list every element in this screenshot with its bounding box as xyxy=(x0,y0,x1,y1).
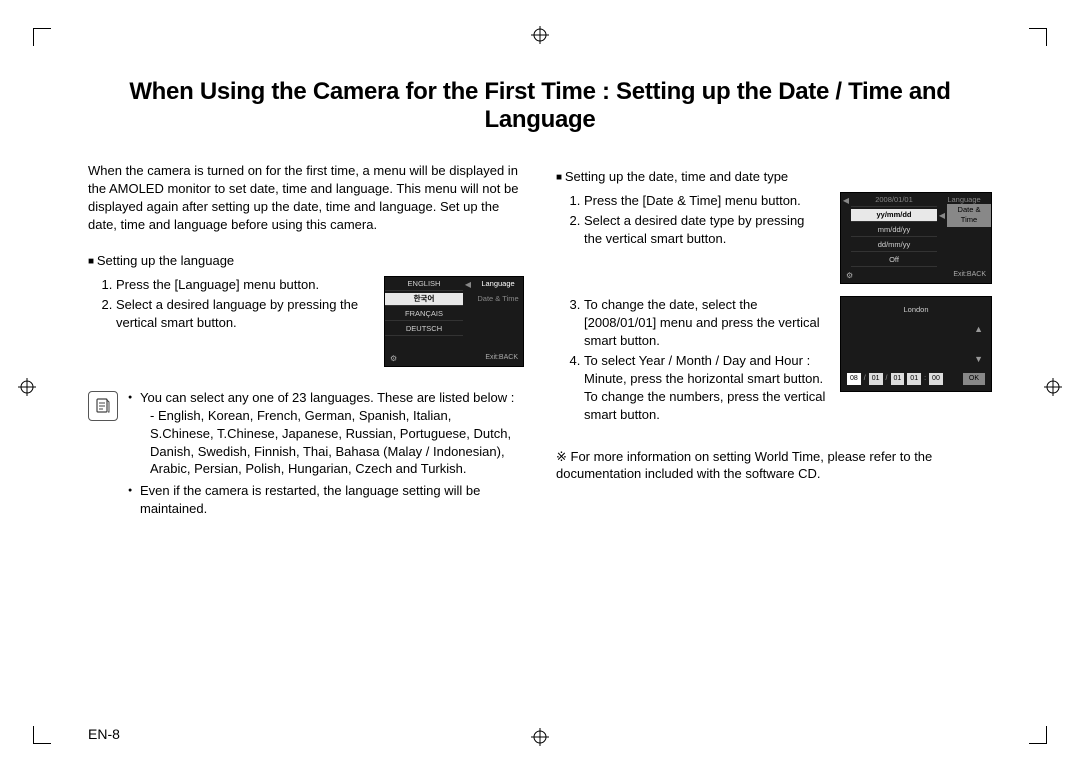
lcd-menu-item: Language xyxy=(473,278,523,290)
left-arrow-icon: ◀ xyxy=(841,195,851,206)
lcd-hour-seg: 01 xyxy=(907,373,921,385)
manual-page: When Using the Camera for the First Time… xyxy=(88,78,992,714)
crop-mark xyxy=(1029,28,1047,46)
lcd-min-seg: 00 xyxy=(929,373,943,385)
page-number: EN-8 xyxy=(88,726,120,742)
note-box: You can select any one of 23 languages. … xyxy=(88,389,524,523)
step-item: Press the [Date & Time] menu button. xyxy=(584,192,826,210)
lcd-datetype-row: mm/dd/yy xyxy=(851,224,937,237)
note-lead: You can select any one of 23 languages. … xyxy=(140,390,514,405)
note-languages: - English, Korean, French, German, Spani… xyxy=(140,407,518,479)
lcd-lang-row: ENGLISH xyxy=(385,278,463,291)
note-item: You can select any one of 23 languages. … xyxy=(128,389,518,479)
right-column: Setting up the date, time and date type … xyxy=(556,162,992,522)
lcd-date-value: 2008/01/01 xyxy=(851,194,937,207)
registration-mark-icon xyxy=(1044,378,1062,396)
left-arrow-icon: ◀ xyxy=(937,210,947,221)
registration-mark-icon xyxy=(18,378,36,396)
right-steps-b: To change the date, select the [2008/01/… xyxy=(556,296,826,424)
note-item: Even if the camera is restarted, the lan… xyxy=(128,482,518,518)
lcd-month-seg: 01 xyxy=(869,373,883,385)
star-note: For more information on setting World Ti… xyxy=(556,448,992,484)
step-item: Select a desired language by pressing th… xyxy=(116,296,370,332)
lcd-menu-item: Date & Time xyxy=(947,204,991,227)
registration-mark-icon xyxy=(531,728,549,746)
lcd-day-seg: 01 xyxy=(891,373,905,385)
step-item: Press the [Language] menu button. xyxy=(116,276,370,294)
lcd-language-screenshot: ENGLISH◀Language 한국어 Date & Time FRANÇAIS… xyxy=(384,276,524,367)
lcd-datetype-row: dd/mm/yy xyxy=(851,239,937,252)
lcd-ok-label: OK xyxy=(963,373,985,385)
lcd-lang-row: FRANÇAIS xyxy=(385,308,463,321)
step-item: To select Year / Month / Day and Hour : … xyxy=(584,352,826,424)
intro-paragraph: When the camera is turned on for the fir… xyxy=(88,162,524,234)
lcd-city-label: London xyxy=(841,297,991,315)
left-steps: Press the [Language] menu button. Select… xyxy=(88,276,370,332)
lcd-datetype-row: Off xyxy=(851,254,937,267)
gear-icon: ⚙ xyxy=(846,270,853,281)
lcd-lang-row: DEUTSCH xyxy=(385,323,463,336)
left-arrow-icon: ◀ xyxy=(463,279,473,290)
lcd-year-seg: 08 xyxy=(847,373,861,385)
lcd-datetype-row: yy/mm/dd xyxy=(851,209,937,222)
left-column: When the camera is turned on for the fir… xyxy=(88,162,524,522)
up-down-arrows-icon: ▲▼ xyxy=(974,323,983,366)
lcd-worldtime-screenshot: London ▲▼ 08/ 01/ 01 01: 00 OK xyxy=(840,296,992,392)
page-title: When Using the Camera for the First Time… xyxy=(88,78,992,134)
registration-mark-icon xyxy=(531,26,549,44)
star-note-text: For more information on setting World Ti… xyxy=(556,449,932,482)
lcd-menu-item: Date & Time xyxy=(473,293,523,305)
lcd-datetype-screenshot: ◀2008/01/01Language yy/mm/dd◀Date & Time… xyxy=(840,192,992,284)
step-item: To change the date, select the [2008/01/… xyxy=(584,296,826,350)
lcd-lang-row: 한국어 xyxy=(385,293,463,306)
left-subheading: Setting up the language xyxy=(88,252,524,270)
crop-mark xyxy=(33,726,51,744)
note-list: You can select any one of 23 languages. … xyxy=(128,389,518,523)
right-steps-a: Press the [Date & Time] menu button. Sel… xyxy=(556,192,826,248)
note-icon xyxy=(88,391,118,421)
right-subheading: Setting up the date, time and date type xyxy=(556,168,992,186)
lcd-exit-label: Exit:BACK xyxy=(953,270,986,281)
step-item: Select a desired date type by pressing t… xyxy=(584,212,826,248)
lcd-exit-label: Exit:BACK xyxy=(485,353,518,364)
crop-mark xyxy=(33,28,51,46)
gear-icon: ⚙ xyxy=(390,353,397,364)
crop-mark xyxy=(1029,726,1047,744)
